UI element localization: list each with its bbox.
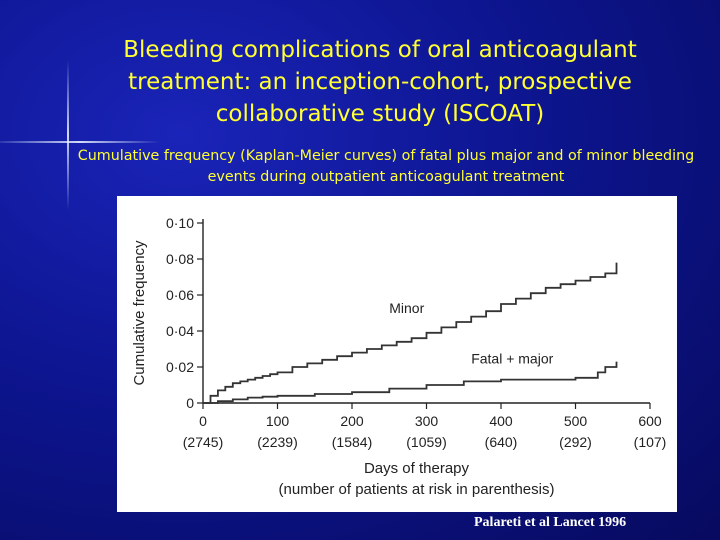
- at-risk-label: (292): [559, 434, 592, 450]
- at-risk-label: (2239): [257, 434, 297, 450]
- kaplan-meier-chart: 0 0·02 0·04 0·06 0·08 0·10 0 (2745) 100 (2239) 200…: [131, 215, 667, 498]
- citation: Palareti et al Lancet 1996: [474, 515, 627, 530]
- y-tick-label: 0·08: [166, 251, 194, 267]
- slide-title: Bleeding complications of oral anticoagu…: [123, 37, 637, 127]
- y-tick-label: 0: [186, 395, 194, 411]
- x-tick-label: 400: [489, 413, 513, 429]
- x-tick-label: 200: [340, 413, 364, 429]
- at-risk-label: (640): [485, 434, 518, 450]
- y-tick-label: 0·06: [166, 287, 194, 303]
- y-tick-label: 0·02: [166, 359, 194, 375]
- x-tick-label: 600: [638, 413, 662, 429]
- x-tick-label: 500: [564, 413, 588, 429]
- x-tick-label: 0: [199, 413, 207, 429]
- x-axis-subtitle: (number of patients at risk in parenthes…: [279, 481, 555, 498]
- curve-annotation-minor: Minor: [389, 300, 424, 316]
- at-risk-label: (2745): [183, 434, 223, 450]
- y-tick-label: 0·10: [166, 215, 194, 231]
- x-axis-title: Days of therapy: [364, 460, 470, 477]
- x-tick-label: 100: [266, 413, 290, 429]
- curve-annotation-fatal-major: Fatal + major: [471, 350, 553, 366]
- at-risk-label: (1584): [332, 434, 372, 450]
- y-tick-label: 0·04: [166, 323, 194, 339]
- x-tick-label: 300: [415, 413, 439, 429]
- at-risk-label: (107): [634, 434, 667, 450]
- lens-flare-horizontal: [0, 141, 160, 143]
- y-axis-title: Cumulative frequency: [131, 240, 148, 386]
- series-line-fatal-major: [203, 361, 618, 404]
- series-line-minor: [203, 262, 618, 404]
- slide-subtitle: Cumulative frequency (Kaplan-Meier curve…: [77, 148, 695, 185]
- lens-flare-vertical: [67, 60, 69, 210]
- at-risk-label: (1059): [406, 434, 446, 450]
- chart-panel: 0 0·02 0·04 0·06 0·08 0·10 0 (2745) 100 (2239) 200…: [117, 196, 677, 512]
